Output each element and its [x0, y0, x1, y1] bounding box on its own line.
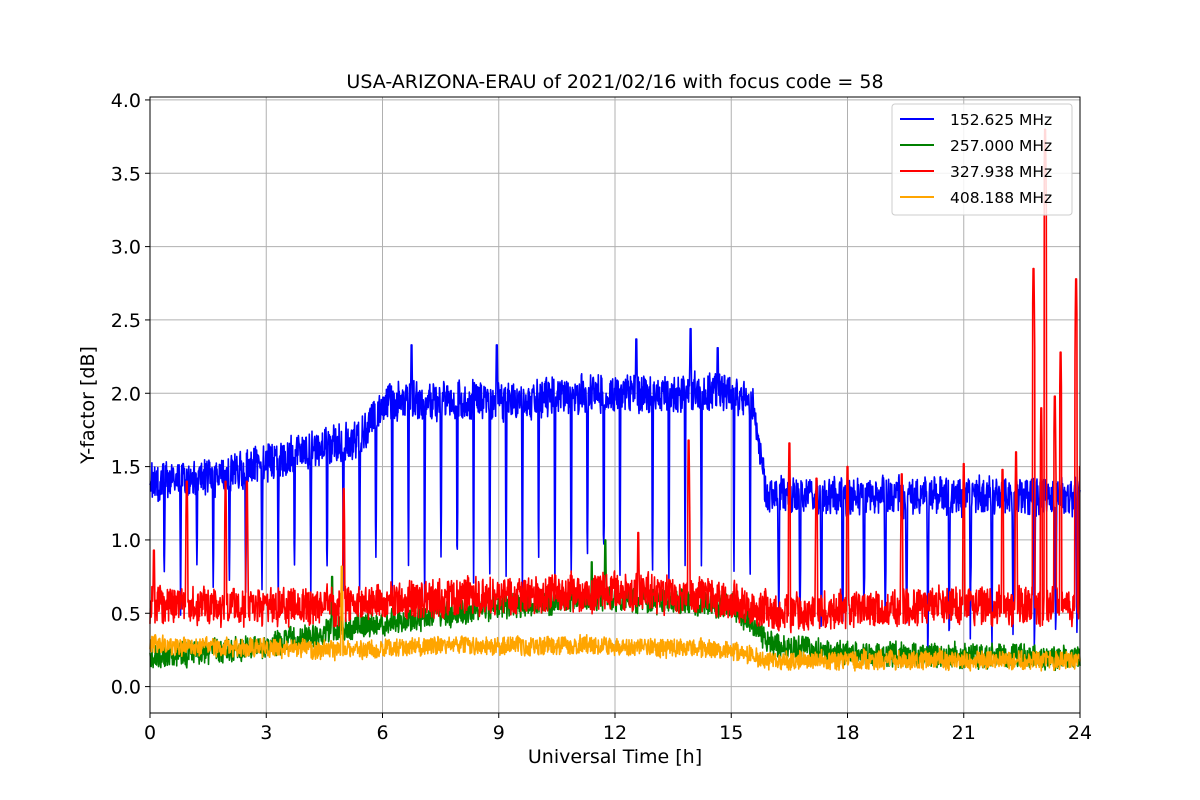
y-axis-label: Y-factor [dB] — [77, 346, 99, 465]
x-tick-label: 12 — [603, 722, 627, 744]
x-tick-label: 15 — [719, 722, 743, 744]
x-tick-label: 3 — [260, 722, 272, 744]
series-lines — [149, 128, 1081, 672]
legend-label: 257.000 MHz — [950, 137, 1052, 155]
y-tick-label: 2.0 — [111, 383, 141, 405]
y-tick-label: 2.5 — [111, 310, 141, 332]
y-tick-label: 0.5 — [111, 603, 141, 625]
plot-area — [149, 96, 1081, 714]
y-tick-label: 4.0 — [111, 90, 141, 112]
series-line-2 — [149, 128, 1081, 634]
x-tick-label: 6 — [376, 722, 388, 744]
series-line-0 — [149, 327, 1081, 657]
x-tick-label: 24 — [1068, 722, 1092, 744]
y-tick-label: 1.0 — [111, 530, 141, 552]
legend-box — [891, 103, 1073, 216]
x-axis-label: Universal Time [h] — [528, 746, 702, 768]
y-tick-label: 1.5 — [111, 457, 141, 479]
x-tick-label: 0 — [144, 722, 156, 744]
legend-label: 327.938 MHz — [950, 163, 1052, 181]
legend-label: 152.625 MHz — [950, 111, 1052, 129]
y-tick-label: 3.5 — [111, 163, 141, 185]
y-tick-label: 3.0 — [111, 237, 141, 259]
y-tick-label: 0.0 — [111, 677, 141, 699]
x-tick-label: 9 — [493, 722, 505, 744]
legend: 152.625 MHz 257.000 MHz 327.938 MHz 408.188… — [891, 103, 1073, 216]
legend-label: 408.188 MHz — [950, 189, 1052, 207]
x-tick-label: 21 — [952, 722, 976, 744]
chart-title: USA-ARIZONA-ERAU of 2021/02/16 with focu… — [346, 71, 883, 93]
x-axis: 0 3 6 9 12 15 18 21 24 — [144, 713, 1092, 744]
y-axis: 0.0 0.5 1.0 1.5 2.0 2.5 3.0 3.5 4.0 — [111, 90, 150, 699]
series-line-3 — [149, 565, 1081, 672]
x-tick-label: 18 — [835, 722, 859, 744]
